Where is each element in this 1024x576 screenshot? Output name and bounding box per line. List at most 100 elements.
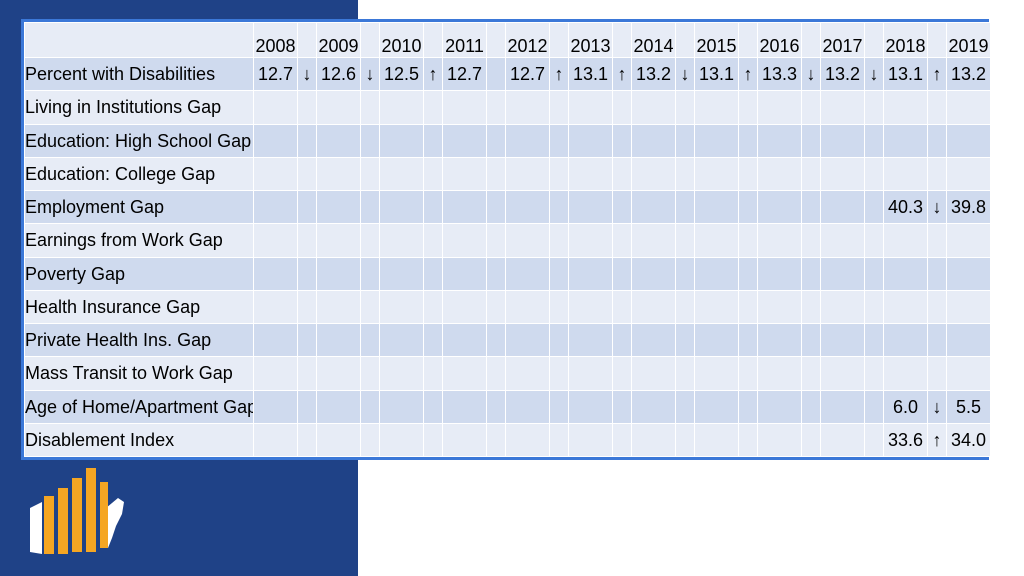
indicator-table: 2008 2009 2010 2011 2012 2013 2014 2015 2016 2017… bbox=[24, 22, 991, 458]
value-cell bbox=[253, 189, 298, 225]
trend-arrow bbox=[801, 189, 821, 225]
row-label: Employment Gap bbox=[24, 189, 254, 225]
value-cell bbox=[820, 156, 865, 192]
year-header: 2018 bbox=[883, 22, 928, 58]
value-cell bbox=[757, 123, 802, 158]
value-cell bbox=[316, 289, 361, 325]
trend-arrow bbox=[675, 422, 695, 458]
table-row: Employment Gap 40.3 ↓ 39.8 bbox=[24, 189, 991, 225]
trend-arrow bbox=[360, 422, 380, 458]
header-spacer-cell bbox=[297, 22, 317, 58]
header-spacer-cell bbox=[801, 22, 821, 58]
value-cell bbox=[883, 90, 928, 125]
trend-arrow bbox=[423, 322, 443, 358]
trend-arrow bbox=[801, 289, 821, 325]
value-cell bbox=[253, 389, 298, 424]
trend-arrow bbox=[423, 422, 443, 458]
value-cell bbox=[946, 123, 991, 158]
year-header: 2010 bbox=[379, 22, 424, 58]
value-cell bbox=[253, 422, 298, 458]
trend-arrow bbox=[486, 422, 506, 458]
trend-arrow bbox=[360, 322, 380, 358]
trend-arrow bbox=[612, 223, 632, 258]
value-cell bbox=[505, 322, 550, 358]
value-cell bbox=[820, 289, 865, 325]
value-cell bbox=[568, 189, 613, 225]
trend-arrow bbox=[801, 256, 821, 291]
header-spacer-cell bbox=[927, 22, 947, 58]
trend-arrow bbox=[360, 389, 380, 424]
trend-arrow bbox=[423, 289, 443, 325]
value-cell bbox=[379, 189, 424, 225]
value-cell: 12.5 bbox=[379, 56, 424, 92]
value-cell bbox=[694, 123, 739, 158]
trend-arrow bbox=[864, 156, 884, 192]
trend-arrow bbox=[675, 289, 695, 325]
value-cell bbox=[505, 356, 550, 391]
trend-arrow bbox=[738, 189, 758, 225]
row-label: Living in Institutions Gap bbox=[24, 90, 254, 125]
value-cell bbox=[316, 356, 361, 391]
value-cell: 12.7 bbox=[253, 56, 298, 92]
value-cell bbox=[820, 356, 865, 391]
trend-arrow bbox=[360, 123, 380, 158]
trend-arrow bbox=[738, 90, 758, 125]
value-cell bbox=[379, 289, 424, 325]
value-cell: 34.0 bbox=[946, 422, 991, 458]
value-cell bbox=[379, 422, 424, 458]
trend-arrow bbox=[549, 389, 569, 424]
trend-arrow bbox=[297, 389, 317, 424]
value-cell bbox=[631, 389, 676, 424]
value-cell bbox=[442, 322, 487, 358]
trend-arrow bbox=[675, 223, 695, 258]
value-cell bbox=[631, 189, 676, 225]
value-cell bbox=[946, 322, 991, 358]
value-cell bbox=[379, 223, 424, 258]
year-header-row: 2008 2009 2010 2011 2012 2013 2014 2015 2016 2017… bbox=[24, 22, 991, 58]
trend-arrow: ↑ bbox=[423, 56, 443, 92]
trend-arrow: ↓ bbox=[297, 56, 317, 92]
row-label: Private Health Ins. Gap bbox=[24, 322, 254, 358]
value-cell bbox=[757, 389, 802, 424]
value-cell bbox=[631, 123, 676, 158]
bar-chart-us-map-icon bbox=[30, 468, 124, 554]
value-cell bbox=[568, 422, 613, 458]
value-cell bbox=[568, 356, 613, 391]
trend-arrow bbox=[927, 123, 947, 158]
value-cell bbox=[316, 189, 361, 225]
value-cell bbox=[820, 256, 865, 291]
value-cell bbox=[694, 223, 739, 258]
trend-arrow bbox=[423, 256, 443, 291]
value-cell: 40.3 bbox=[883, 189, 928, 225]
header-spacer-cell bbox=[423, 22, 443, 58]
value-cell bbox=[694, 389, 739, 424]
value-cell: 39.8 bbox=[946, 189, 991, 225]
trend-arrow bbox=[864, 189, 884, 225]
table-row: Living in Institutions Gap bbox=[24, 90, 991, 125]
value-cell bbox=[694, 156, 739, 192]
value-cell bbox=[883, 123, 928, 158]
value-cell bbox=[442, 422, 487, 458]
value-cell bbox=[505, 389, 550, 424]
header-spacer-cell bbox=[486, 22, 506, 58]
header-spacer-cell bbox=[675, 22, 695, 58]
trend-arrow bbox=[486, 123, 506, 158]
value-cell: 13.2 bbox=[631, 56, 676, 92]
trend-arrow bbox=[927, 356, 947, 391]
value-cell bbox=[946, 256, 991, 291]
trend-arrow bbox=[360, 356, 380, 391]
value-cell bbox=[253, 156, 298, 192]
trend-arrow bbox=[297, 156, 317, 192]
value-cell bbox=[316, 422, 361, 458]
value-cell bbox=[316, 256, 361, 291]
table-row: Age of Home/Apartment Gap 6.0 ↓ 5.5 bbox=[24, 389, 991, 424]
value-cell bbox=[568, 289, 613, 325]
value-cell bbox=[631, 223, 676, 258]
trend-arrow: ↓ bbox=[927, 389, 947, 424]
trend-arrow: ↑ bbox=[927, 56, 947, 92]
value-cell: 12.7 bbox=[505, 56, 550, 92]
value-cell bbox=[442, 156, 487, 192]
value-cell bbox=[505, 289, 550, 325]
trend-arrow bbox=[423, 389, 443, 424]
trend-arrow bbox=[612, 123, 632, 158]
